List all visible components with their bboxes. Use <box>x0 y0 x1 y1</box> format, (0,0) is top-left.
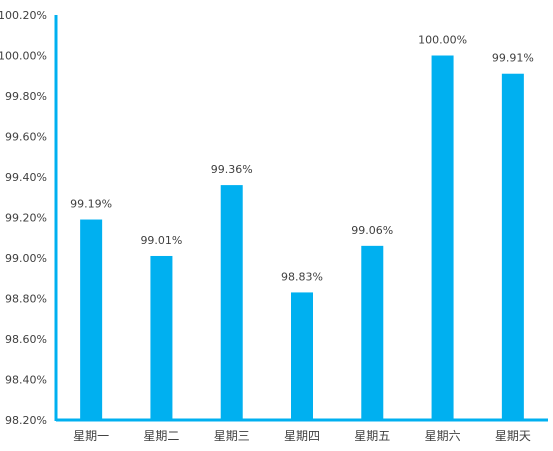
bar <box>361 245 384 420</box>
bar <box>431 55 454 420</box>
bar <box>80 219 103 420</box>
y-tick-label: 100.20% <box>0 9 47 22</box>
y-tick-label: 99.80% <box>5 90 47 103</box>
data-label: 99.19% <box>70 198 112 211</box>
data-label: 99.06% <box>351 224 393 237</box>
x-tick-label: 星期一 <box>73 429 109 443</box>
data-label: 98.83% <box>281 270 323 283</box>
x-tick-label: 星期四 <box>284 429 320 443</box>
bar <box>501 73 524 420</box>
y-tick-label: 99.60% <box>5 131 47 144</box>
y-tick-label: 98.20% <box>5 414 47 427</box>
data-label: 99.36% <box>211 163 253 176</box>
y-tick-label: 99.20% <box>5 212 47 225</box>
y-tick-label: 99.40% <box>5 171 47 184</box>
y-tick-label: 98.60% <box>5 333 47 346</box>
data-label: 100.00% <box>418 34 467 47</box>
y-tick-label: 98.80% <box>5 293 47 306</box>
y-tick-label: 98.40% <box>5 374 47 387</box>
data-label: 99.91% <box>492 52 534 65</box>
x-tick-label: 星期三 <box>214 429 250 443</box>
x-tick-label: 星期天 <box>495 429 531 443</box>
x-tick-label: 星期五 <box>354 429 390 443</box>
x-tick-label: 星期二 <box>143 429 179 443</box>
bar <box>220 185 243 420</box>
y-tick-label: 100.00% <box>0 50 47 63</box>
x-tick-label: 星期六 <box>425 429 461 443</box>
bar <box>291 292 313 420</box>
data-label: 99.01% <box>140 234 182 247</box>
y-tick-label: 99.00% <box>5 252 47 265</box>
bar <box>150 255 173 420</box>
